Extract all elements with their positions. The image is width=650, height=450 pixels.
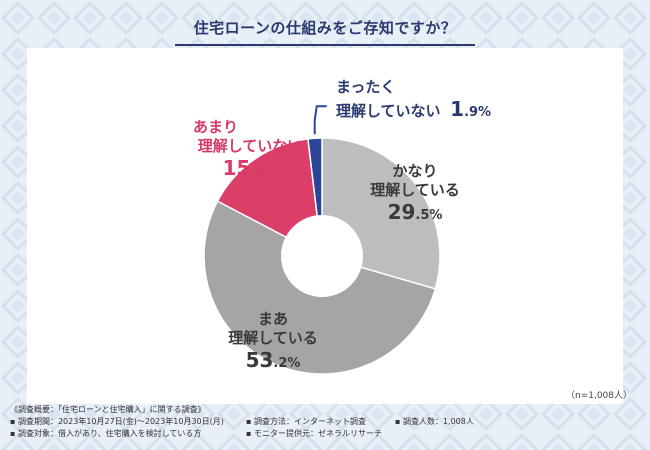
footer-target: ▪ 調査対象：借入があり、住宅購入を検討している方 [10,429,202,438]
value-maa: 53.2% [245,347,301,372]
footer-method: ▪ 調査方法：インターネット調査 [246,417,366,426]
label-kanari-line1: かなり [392,162,438,180]
label-kanari-line2: 理解している [370,180,460,199]
title-underline [175,44,475,46]
label-amari-line2: 理解していない [197,136,303,155]
label-maa: まあ 理解している 53.2% [218,310,328,373]
chart-title: 住宅ローンの仕組みをご存知ですか？ [193,19,457,37]
label-mattaku-line2: 理解していない [336,101,441,120]
label-kanari: かなり 理解している 29.5% [360,162,470,225]
label-mattaku: まったく 理解していない 1.9% [330,78,530,122]
leader-line-mattaku [313,105,327,135]
footer-period: ▪ 調査期間：2023年10月27日(金)～2023年10月30日(月) [10,417,224,426]
footer-summary: 《調査概要：「住宅ローンと住宅購入」に関する調査》 [10,405,206,414]
footer-provider: ▪ モニター提供元：ゼネラルリサーチ [246,429,382,438]
sample-size-note: （n=1,008人） [565,391,632,401]
donut-hole [281,215,363,297]
label-maa-line2: 理解している [228,328,318,347]
label-amari-line1: あまり [193,118,239,136]
label-amari: あまり 理解していない 15.4% [175,118,325,181]
label-mattaku-line1: まったく [336,78,396,96]
value-amari: 15.4% [222,155,278,180]
footer-count: ▪ 調査人数：1,008人 [395,417,474,426]
label-maa-line1: まあ [257,310,288,328]
value-kanari: 29.5% [387,199,443,224]
value-mattaku: 1.9% [450,96,492,121]
